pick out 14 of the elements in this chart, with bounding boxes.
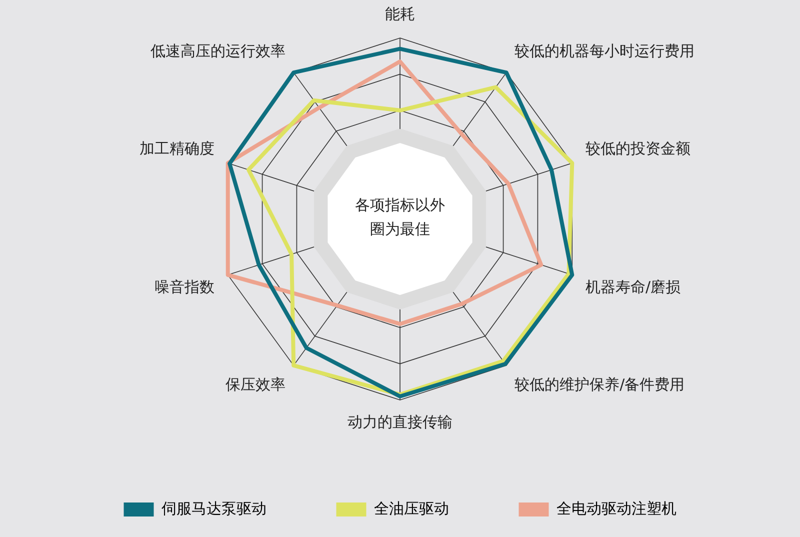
legend-label: 全电动驱动注塑机 bbox=[556, 499, 676, 518]
spoke-label: 较低的投资金额 bbox=[585, 140, 690, 158]
spoke-label: 动力的直接传输 bbox=[348, 412, 452, 431]
spoke-label: 加工精确度 bbox=[140, 140, 215, 158]
text: 各项指标以外圈为最佳 bbox=[354, 195, 446, 240]
spoke-label: 能耗 bbox=[385, 4, 415, 23]
spoke-label: 低速高压的运行效率 bbox=[150, 42, 286, 60]
legend-label: 伺服马达泵驱动 bbox=[161, 499, 266, 518]
legend-label: 全油压驱动 bbox=[374, 499, 449, 518]
spoke-label: 保压效率 bbox=[225, 376, 286, 394]
spoke-label: 机器寿命/磨损 bbox=[585, 278, 681, 296]
spoke-label: 较低的机器每小时运行费用 bbox=[514, 42, 695, 60]
spoke-label: 较低的维护保养/备件费用 bbox=[514, 376, 685, 394]
spoke-label: 噪音指数 bbox=[154, 278, 215, 296]
